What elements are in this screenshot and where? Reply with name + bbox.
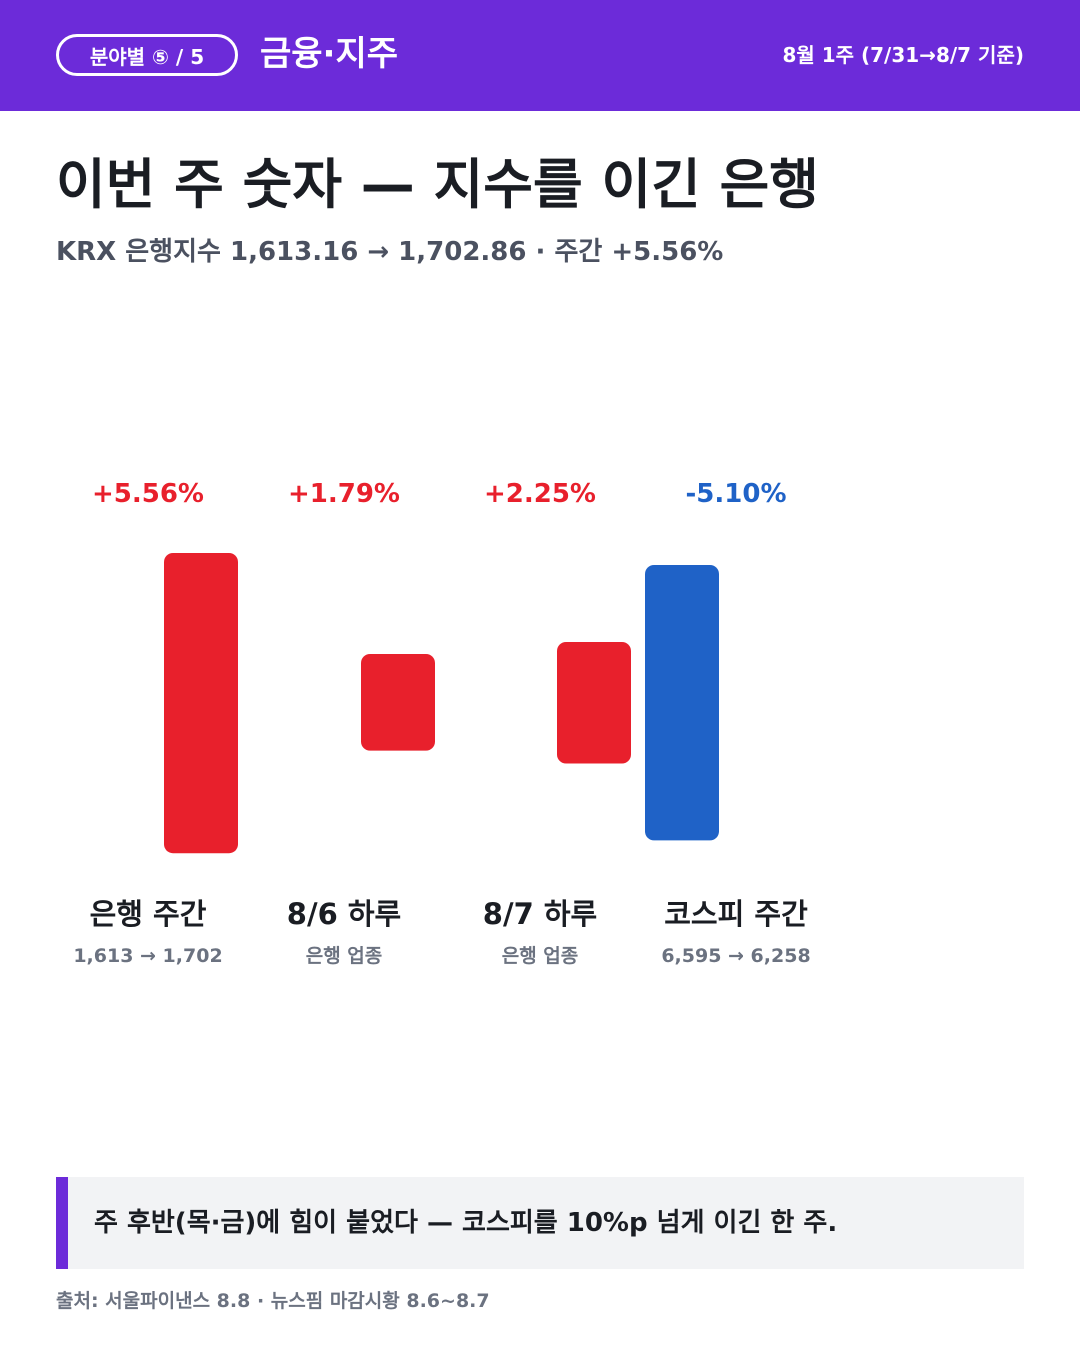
page-subtitle: KRX 은행지수 1,613.16 → 1,702.86 · 주간 +5.56% — [56, 237, 724, 267]
category-label-1: 은행 주간 — [90, 897, 207, 931]
bar-4 — [645, 565, 719, 841]
category-label-3: 8/7 하루 — [483, 897, 597, 931]
category-sublabel-3: 은행 업종 — [502, 945, 579, 967]
section-badge-label: 분야별 ⑤ / 5 — [89, 44, 205, 69]
header-bar: 분야별 ⑤ / 5 금융·지주 8월 1주 (7/31→8/7 기준) — [0, 0, 1080, 111]
category-sublabel-1: 1,613 → 1,702 — [73, 945, 222, 967]
summary-text: 주 후반(목·금)에 힘이 붙었다 — 코스피를 10%p 넘게 이긴 한 주. — [94, 1208, 838, 1238]
section-badge: 분야별 ⑤ / 5 — [56, 34, 238, 76]
category-sublabel-4: 6,595 → 6,258 — [661, 945, 810, 967]
week-label: 8월 1주 (7/31→8/7 기준) — [782, 43, 1024, 67]
category-label-2: 8/6 하루 — [287, 897, 401, 931]
topic-title: 금융·지주 — [260, 34, 399, 74]
value-label-3: +2.25% — [484, 479, 596, 509]
summary-callout: 주 후반(목·금)에 힘이 붙었다 — 코스피를 10%p 넘게 이긴 한 주. — [56, 1177, 1024, 1269]
bar-2 — [361, 654, 435, 751]
category-sublabel-2: 은행 업종 — [306, 945, 383, 967]
bar-3 — [557, 642, 631, 764]
bar-1 — [164, 553, 238, 854]
category-label-4: 코스피 주간 — [664, 897, 808, 931]
value-label-1: +5.56% — [92, 479, 204, 509]
page-title: 이번 주 숫자 — 지수를 이긴 은행 — [56, 153, 819, 216]
value-label-4: -5.10% — [686, 479, 787, 509]
value-label-2: +1.79% — [288, 479, 400, 509]
source-note: 출처: 서울파이낸스 8.8 · 뉴스핌 마감시황 8.6~8.7 — [56, 1290, 490, 1312]
